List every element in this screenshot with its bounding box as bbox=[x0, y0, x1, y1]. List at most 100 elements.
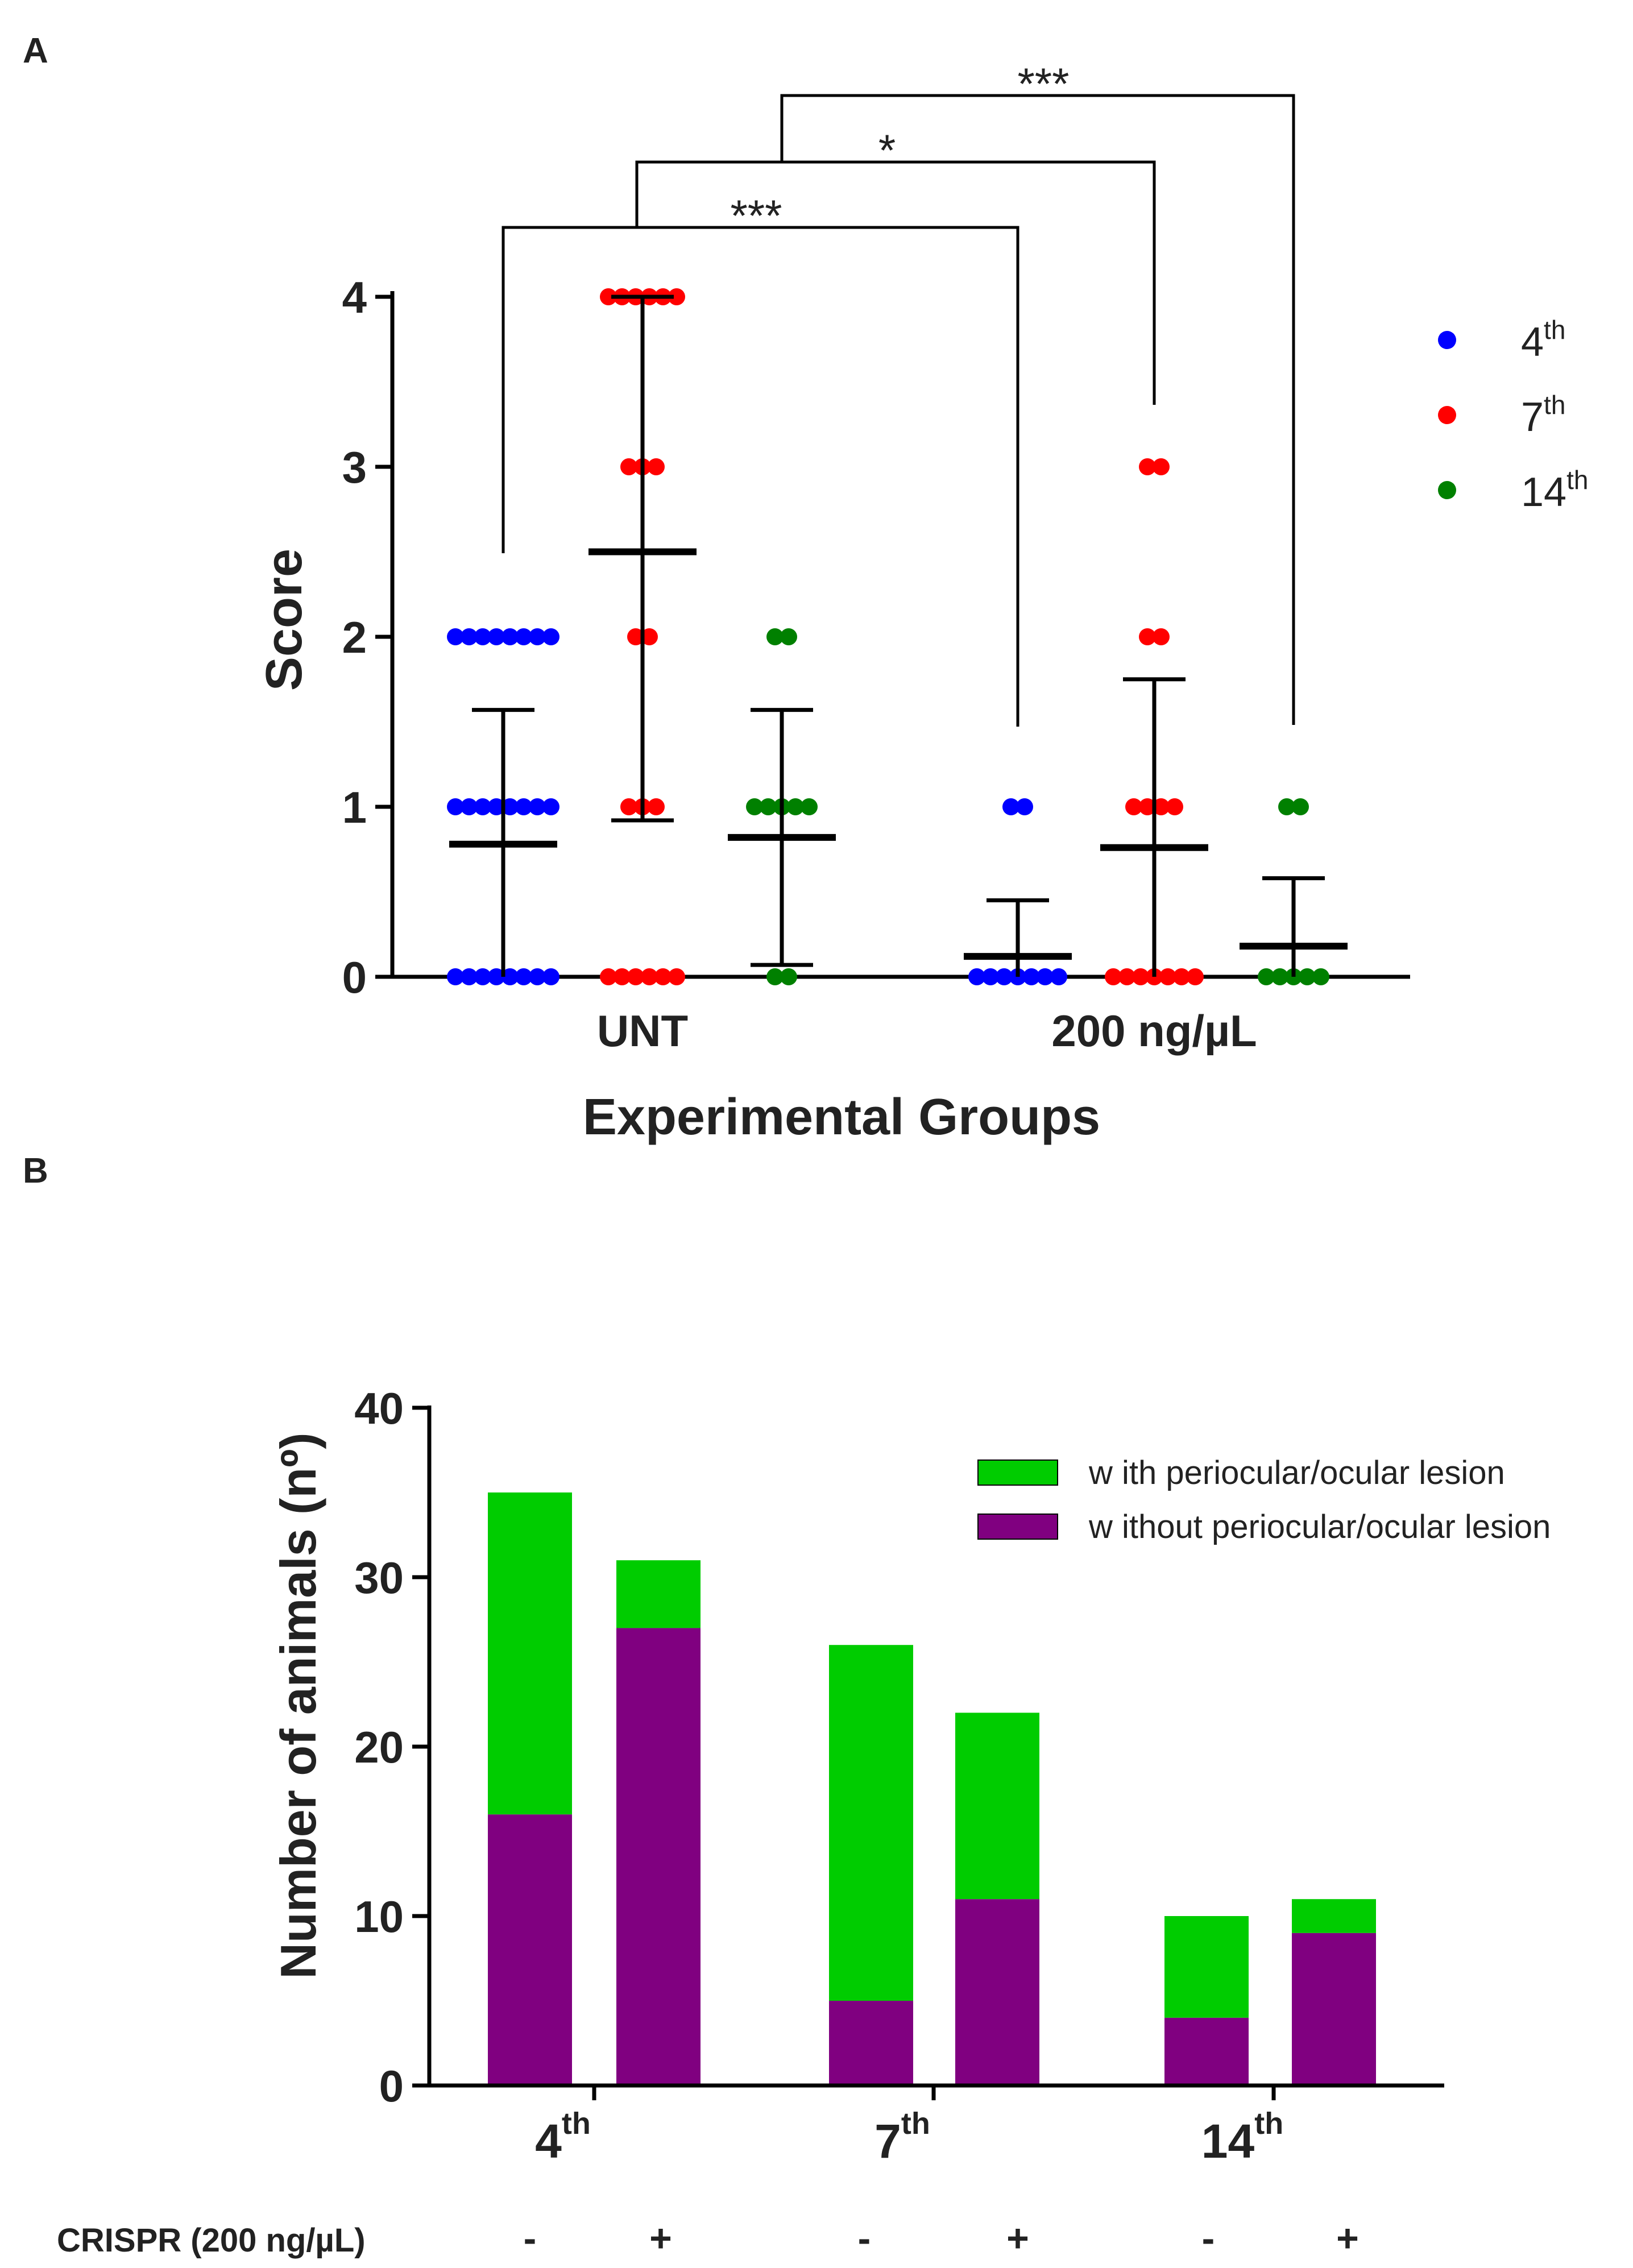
score-dot bbox=[474, 798, 491, 815]
score-dot bbox=[996, 968, 1013, 985]
group-tick-sup: th bbox=[901, 2107, 930, 2141]
score-dot bbox=[620, 798, 637, 815]
legend-label-base: 7 bbox=[1521, 395, 1544, 440]
score-dot bbox=[488, 628, 505, 645]
bar-segment bbox=[1164, 1916, 1249, 2018]
legend-label-sup: th bbox=[1566, 465, 1588, 495]
score-dot bbox=[968, 968, 985, 985]
crispr-sign: - bbox=[524, 2217, 537, 2260]
score-dot bbox=[600, 968, 617, 985]
animals-y-axis-label: Number of animals (nº) bbox=[270, 1432, 326, 1979]
bar-segment bbox=[616, 1560, 701, 1628]
bar-segment bbox=[829, 2001, 913, 2085]
score-dot bbox=[1271, 968, 1288, 985]
group-tick-sup: th bbox=[1254, 2107, 1283, 2141]
bar-segment bbox=[955, 1713, 1039, 1900]
score-dot bbox=[766, 968, 784, 985]
score-dot bbox=[1023, 968, 1040, 985]
legend-label: w ith periocular/ocular lesion bbox=[1088, 1454, 1505, 1491]
bar-segment bbox=[1292, 1899, 1376, 1933]
mean-sd-bars bbox=[449, 295, 1348, 977]
score-dot bbox=[614, 968, 631, 985]
score-dot bbox=[787, 798, 804, 815]
score-dot bbox=[542, 628, 559, 645]
score-dot bbox=[542, 968, 559, 985]
bar-segment bbox=[1292, 1933, 1376, 2085]
y-tick-label: 1 bbox=[342, 782, 367, 832]
score-dot bbox=[780, 968, 797, 985]
score-dot bbox=[668, 968, 685, 985]
score-dot bbox=[1173, 968, 1190, 985]
score-dot bbox=[474, 968, 491, 985]
score-dot bbox=[447, 968, 464, 985]
score-dot bbox=[1278, 798, 1295, 815]
score-dot bbox=[488, 798, 505, 815]
y-tick-label: 4 bbox=[342, 272, 367, 322]
score-dot bbox=[474, 628, 491, 645]
y-tick-label: 40 bbox=[354, 1383, 404, 1433]
crispr-sign: + bbox=[649, 2217, 672, 2260]
legend-label-sup: th bbox=[1544, 315, 1565, 345]
group-tick-base: 4 bbox=[535, 2114, 562, 2168]
crispr-sign: + bbox=[1006, 2217, 1029, 2260]
group-tick-label: 14th bbox=[1201, 2107, 1283, 2168]
score-dot bbox=[1153, 628, 1170, 645]
score-dot bbox=[1037, 968, 1054, 985]
score-dot bbox=[461, 968, 478, 985]
legend-label: w ithout periocular/ocular lesion bbox=[1088, 1508, 1551, 1545]
y-tick-label: 0 bbox=[342, 952, 367, 1002]
panel-label-a: A bbox=[23, 31, 48, 71]
y-tick-label: 2 bbox=[342, 612, 367, 662]
bar-segment bbox=[1164, 2017, 1249, 2085]
group-tick-sup: th bbox=[562, 2107, 591, 2141]
score-dot bbox=[1139, 628, 1156, 645]
score-dot bbox=[501, 968, 519, 985]
score-dot bbox=[501, 628, 519, 645]
y-tick-label: 30 bbox=[354, 1553, 404, 1603]
bar-segment bbox=[488, 1814, 572, 2085]
score-dot bbox=[668, 288, 685, 305]
score-dot bbox=[1312, 968, 1329, 985]
score-dots bbox=[447, 288, 1329, 985]
group-tick-label: 200 ng/µL bbox=[1051, 1006, 1257, 1056]
score-dot bbox=[1187, 968, 1204, 985]
legend-swatch bbox=[977, 1514, 1058, 1540]
score-dot bbox=[501, 798, 519, 815]
y-tick-label: 20 bbox=[354, 1722, 404, 1772]
score-axes: 0 1 2 3 4 UNT 200 ng/µL bbox=[342, 272, 1410, 1056]
legend-marker bbox=[1438, 481, 1456, 499]
legend-label: 14th bbox=[1521, 465, 1588, 515]
score-dot bbox=[1166, 798, 1183, 815]
score-dot bbox=[620, 458, 637, 475]
y-tick-label: 3 bbox=[342, 442, 367, 492]
legend-label-base: 4 bbox=[1521, 320, 1544, 365]
group-tick-label: 7th bbox=[874, 2107, 930, 2168]
score-dot bbox=[1016, 798, 1033, 815]
score-x-axis-label: Experimental Groups bbox=[583, 1089, 1100, 1146]
score-dot bbox=[627, 968, 644, 985]
score-dot bbox=[447, 798, 464, 815]
significance-bracket bbox=[780, 94, 1295, 725]
score-dot bbox=[447, 628, 464, 645]
y-tick-label: 10 bbox=[354, 1892, 404, 1942]
score-dot bbox=[1132, 968, 1149, 985]
score-dot bbox=[515, 968, 532, 985]
score-dot bbox=[1153, 798, 1170, 815]
score-dot bbox=[515, 628, 532, 645]
score-dot bbox=[1050, 968, 1067, 985]
score-dot bbox=[760, 798, 777, 815]
score-dot bbox=[461, 798, 478, 815]
score-dot bbox=[1139, 458, 1156, 475]
score-dot bbox=[529, 968, 546, 985]
significance-bracket bbox=[635, 160, 1156, 405]
group-tick-label: UNT bbox=[597, 1006, 688, 1056]
score-y-axis-label: Score bbox=[256, 549, 313, 691]
score-dot bbox=[982, 968, 999, 985]
score-dot bbox=[1125, 798, 1142, 815]
group-tick-base: 14 bbox=[1201, 2114, 1255, 2168]
